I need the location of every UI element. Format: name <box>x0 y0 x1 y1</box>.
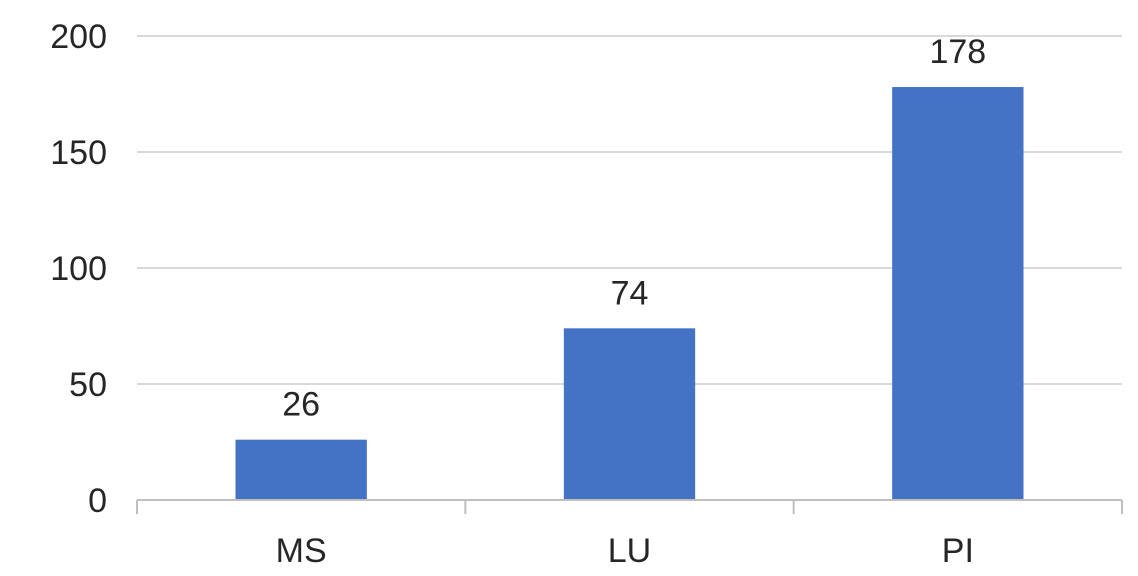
data-label-ms: 26 <box>282 386 320 424</box>
x-axis-category-labels: MS LU PI <box>276 532 974 570</box>
data-labels: 26 74 178 <box>282 33 986 424</box>
category-label-ms: MS <box>276 532 327 570</box>
y-axis-tick-labels: 0 50 100 150 200 <box>50 18 107 520</box>
y-tick-label: 150 <box>50 134 107 172</box>
data-label-pi: 178 <box>929 33 986 71</box>
bar-lu <box>563 328 696 500</box>
bar-pi <box>892 87 1024 500</box>
y-tick-label: 0 <box>88 482 107 520</box>
bar-ms <box>235 439 367 500</box>
bars <box>235 87 1024 500</box>
category-label-pi: PI <box>942 532 974 570</box>
y-tick-label: 50 <box>69 366 107 404</box>
y-tick-label: 100 <box>50 250 107 288</box>
x-axis <box>136 499 1123 514</box>
data-label-lu: 74 <box>611 274 649 312</box>
category-label-lu: LU <box>608 532 651 570</box>
y-tick-label: 200 <box>50 18 107 56</box>
